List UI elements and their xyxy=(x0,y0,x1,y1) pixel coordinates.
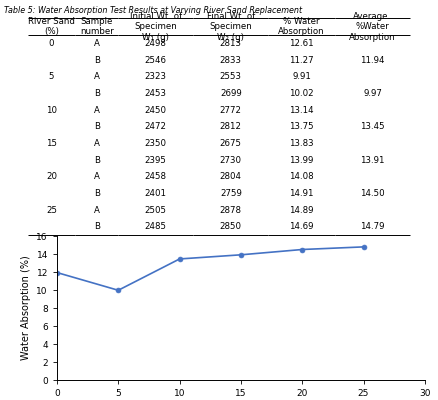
Y-axis label: Water Absorption (%): Water Absorption (%) xyxy=(21,256,31,360)
Text: Table 5: Water Absorption Test Results at Varying River Sand Replacement: Table 5: Water Absorption Test Results a… xyxy=(4,6,303,15)
